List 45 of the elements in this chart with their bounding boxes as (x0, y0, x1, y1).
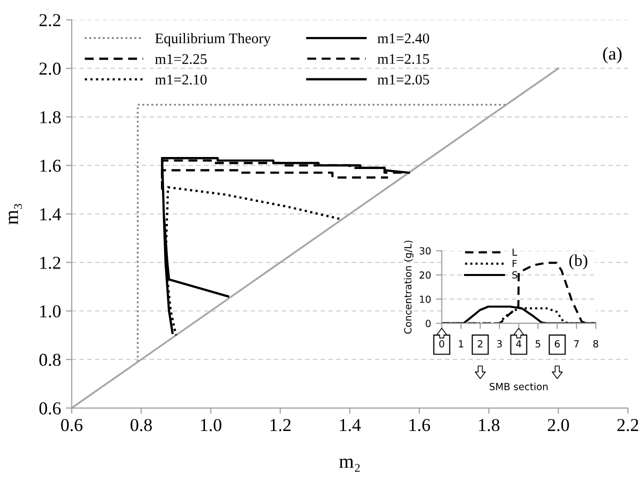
x-tick-label: 1.0 (201, 418, 222, 432)
legend-label: m1=2.15 (378, 54, 430, 64)
y-tick-label: 1.0 (40, 305, 61, 318)
y-tick-label: 20 (420, 271, 431, 279)
x-tick-label: 3 (497, 340, 502, 348)
y-tick-label: 0.8 (39, 354, 61, 366)
x-tick-label: 1.8 (479, 418, 500, 432)
y-tick-label: 0.6 (39, 402, 61, 415)
y-axis-title: Concentration (g/L) (404, 240, 414, 334)
x-tick-label: 1.4 (340, 419, 361, 432)
y-tick-label: 1.2 (40, 256, 60, 269)
x-tick-label: 5 (536, 340, 540, 348)
x-tick-label: 0 (439, 340, 444, 348)
legend-label: L (512, 248, 518, 256)
annotation: (a) (603, 47, 622, 64)
y-tick-label: 1.4 (40, 208, 61, 220)
y-tick-label: 2.0 (40, 62, 61, 75)
y-tick-label: 1.6 (40, 160, 61, 172)
x-tick-label: 0.6 (61, 418, 82, 432)
legend-label: Equilibrium Theory (155, 33, 271, 46)
y-tick-label: 30 (420, 247, 431, 255)
x-axis-title: SMB section (490, 382, 548, 390)
x-tick-label: 2.2 (617, 419, 638, 432)
x-tick-label: 6 (554, 340, 560, 348)
legend-label: m1=2.40 (378, 33, 430, 44)
legend-label: F (512, 260, 517, 268)
annotation: (b) (569, 254, 588, 270)
y-tick-label: 2.2 (40, 14, 60, 26)
x-tick-label: 1.2 (270, 419, 291, 432)
x-tick-label: 4 (516, 340, 522, 348)
x-tick-label: 0.8 (130, 418, 152, 432)
x-tick-label: 8 (593, 340, 598, 348)
legend-label: m1=2.25 (155, 54, 207, 64)
legend-label: m1=2.05 (378, 74, 430, 85)
y-tick-label: 0 (426, 320, 431, 328)
legend-label: m1=2.10 (155, 74, 207, 85)
x-tick-label: 2 (478, 340, 482, 348)
y-axis-title: m₃ (8, 204, 22, 224)
y-tick-label: 10 (420, 296, 431, 303)
x-tick-label: 1 (458, 340, 464, 348)
x-tick-label: 2.0 (548, 418, 569, 432)
legend-label: S (512, 271, 518, 279)
x-tick-label: 7 (574, 340, 579, 348)
y-tick-label: 1.8 (40, 111, 61, 124)
x-axis-title: m₂ (339, 458, 360, 472)
